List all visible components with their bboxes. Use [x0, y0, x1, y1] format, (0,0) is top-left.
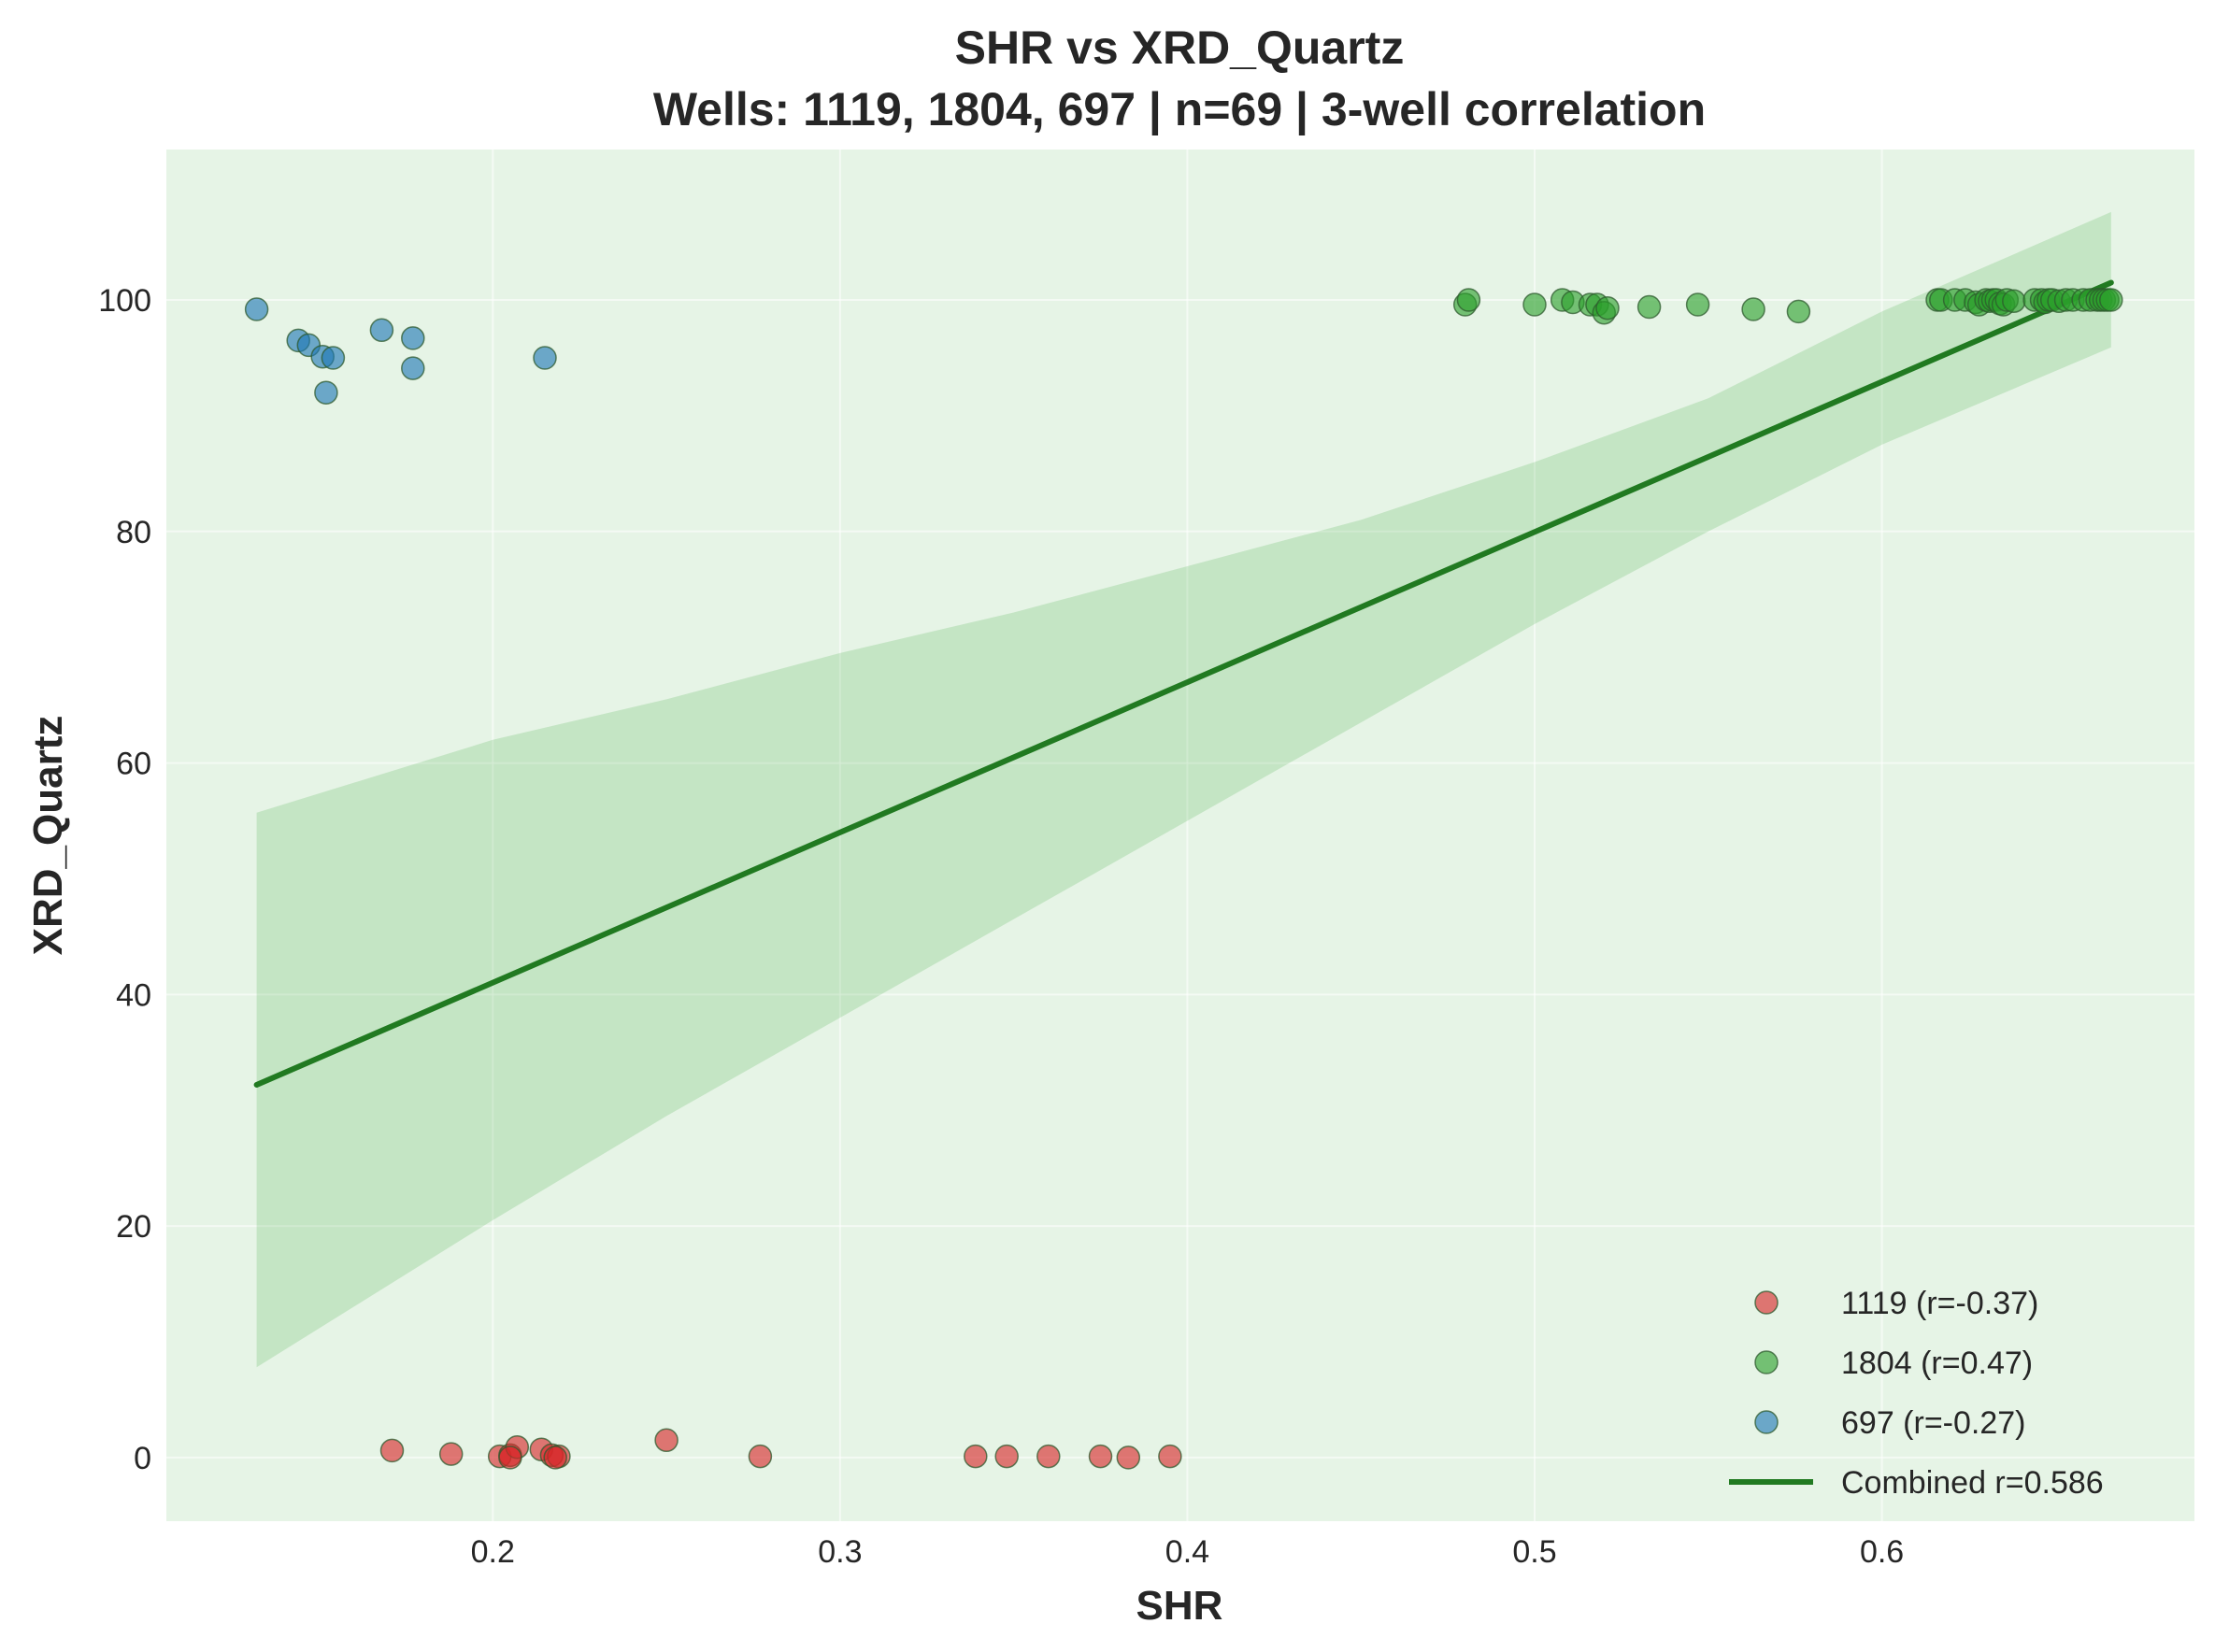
data-point-series-0 — [994, 1444, 1019, 1469]
x-tick-label: 0.6 — [1860, 1534, 1904, 1570]
legend-label: 1804 (r=0.47) — [1841, 1346, 2033, 1381]
legend-marker — [1754, 1410, 1779, 1434]
data-point-series-0 — [1088, 1444, 1113, 1469]
data-point-series-1 — [1636, 294, 1662, 320]
data-point-series-2 — [401, 326, 425, 350]
data-point-series-2 — [321, 346, 346, 370]
data-point-series-1 — [2002, 289, 2026, 314]
x-tick-labels: 0.2 0.3 0.4 0.5 0.6 — [471, 1534, 1905, 1570]
confidence-band-area — [256, 211, 2111, 1368]
y-tick-labels: 0 20 40 60 80 100 — [98, 283, 151, 1476]
data-point-series-0 — [1036, 1444, 1061, 1469]
data-point-series-0 — [1116, 1446, 1141, 1470]
chart-subtitle: Wells: 1119, 1804, 697 | n=69 | 3-well c… — [653, 83, 1706, 136]
data-point-series-1 — [1685, 292, 1710, 317]
data-point-series-2 — [314, 380, 338, 405]
y-tick-label: 80 — [116, 515, 151, 550]
legend-marker — [1754, 1350, 1779, 1374]
data-point-series-1 — [1595, 295, 1620, 320]
legend: 1119 (r=-0.37) 1804 (r=0.47) 697 (r=-0.27)… — [1729, 1286, 2104, 1501]
fit-line-layer — [253, 279, 2114, 1088]
data-point-series-2 — [369, 318, 394, 343]
data-point-series-0 — [438, 1442, 464, 1466]
legend-marker — [1754, 1290, 1779, 1315]
legend-label: 697 (r=-0.27) — [1841, 1405, 2026, 1441]
chart-title: SHR vs XRD_Quartz — [955, 21, 1405, 74]
data-point-series-0 — [654, 1428, 679, 1453]
x-tick-label: 0.3 — [818, 1534, 862, 1570]
data-point-series-0 — [748, 1444, 773, 1469]
data-point-series-2 — [244, 297, 269, 321]
y-tick-label: 60 — [116, 747, 151, 782]
data-point-series-0 — [543, 1446, 567, 1470]
confidence-band — [256, 211, 2111, 1368]
y-tick-label: 20 — [116, 1209, 151, 1245]
data-point-series-0 — [1158, 1444, 1182, 1469]
legend-label: Combined r=0.586 — [1841, 1465, 2104, 1501]
x-axis-label: SHR — [1136, 1583, 1223, 1629]
y-tick-label: 40 — [116, 977, 151, 1013]
data-point-series-2 — [401, 356, 425, 380]
plot-background — [166, 150, 2194, 1521]
fit-line — [253, 279, 2114, 1088]
data-point-series-1 — [2099, 288, 2123, 312]
legend-label: 1119 (r=-0.37) — [1841, 1286, 2038, 1321]
data-point-series-1 — [1522, 292, 1547, 317]
y-axis-label: XRD_Quartz — [25, 716, 71, 956]
data-point-series-0 — [964, 1444, 988, 1469]
data-point-series-0 — [498, 1446, 522, 1470]
data-point-series-1 — [1786, 299, 1811, 324]
data-point-series-1 — [1456, 288, 1481, 312]
plot-area — [166, 150, 2194, 1521]
x-tick-label: 0.4 — [1165, 1534, 1209, 1570]
data-point-series-0 — [379, 1438, 405, 1463]
data-point-series-1 — [1741, 297, 1765, 321]
x-tick-label: 0.5 — [1512, 1534, 1556, 1570]
data-points — [244, 288, 2123, 1470]
data-point-series-2 — [533, 346, 557, 370]
y-tick-label: 0 — [134, 1441, 151, 1476]
x-tick-label: 0.2 — [471, 1534, 515, 1570]
y-tick-label: 100 — [98, 283, 151, 319]
